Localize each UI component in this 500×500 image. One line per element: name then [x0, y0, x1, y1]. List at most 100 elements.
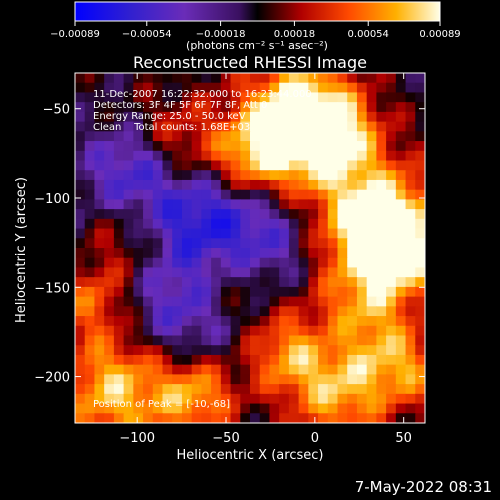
heatmap-cell: [230, 364, 241, 375]
heatmap-cell: [191, 277, 202, 288]
x-tick-label: −50: [212, 431, 239, 446]
heatmap-cell: [366, 199, 377, 210]
heatmap-cell: [94, 296, 105, 307]
heatmap-cell: [259, 150, 271, 162]
heatmap-cell: [395, 267, 407, 278]
heatmap-cell: [308, 335, 319, 346]
heatmap-cell: [386, 248, 397, 259]
heatmap-cell: [75, 267, 86, 278]
heatmap-cell: [395, 199, 407, 210]
heatmap-cell: [191, 92, 202, 103]
heatmap-cell: [347, 364, 358, 375]
heatmap-cell: [259, 102, 271, 113]
heatmap-cell: [337, 92, 348, 103]
heatmap-cell: [259, 306, 271, 317]
heatmap-cell: [133, 73, 144, 84]
heatmap-cell: [337, 102, 348, 113]
heatmap-cell: [211, 218, 222, 230]
heatmap-cell: [220, 403, 232, 414]
heatmap-cell: [220, 121, 232, 132]
heatmap-cell: [94, 257, 105, 269]
x-axis-label: Heliocentric X (arcsec): [177, 448, 324, 463]
heatmap-cell: [395, 384, 407, 395]
heatmap-cell: [211, 403, 222, 414]
heatmap-cell: [75, 209, 86, 220]
heatmap-cell: [162, 403, 173, 414]
heatmap-cell: [104, 160, 115, 171]
heatmap-cell: [269, 102, 280, 113]
heatmap-cell: [337, 306, 348, 317]
heatmap-cell: [269, 325, 280, 337]
heatmap-cell: [395, 209, 407, 220]
heatmap-cell: [172, 325, 183, 337]
heatmap-cell: [162, 160, 173, 171]
heatmap-cell: [152, 111, 164, 123]
heatmap-cell: [337, 73, 348, 84]
heatmap-cell: [113, 364, 125, 375]
heatmap-cell: [75, 364, 86, 375]
heatmap-cell: [230, 73, 241, 84]
heatmap-cell: [259, 354, 271, 366]
heatmap-cell: [298, 121, 309, 132]
heatmap-cell: [152, 316, 164, 327]
heatmap-cell: [327, 121, 339, 132]
heatmap-cell: [162, 228, 173, 239]
heatmap-cell: [308, 384, 319, 395]
heatmap-cell: [191, 141, 202, 152]
heatmap-cell: [288, 82, 300, 94]
heatmap-cell: [366, 160, 377, 171]
heatmap-cell: [395, 160, 407, 171]
heatmap-cell: [240, 179, 251, 191]
heatmap-cell: [240, 228, 251, 239]
y-tick-label: −200: [34, 371, 70, 386]
heatmap-cell: [356, 286, 368, 298]
heatmap-cell: [162, 238, 173, 249]
heatmap-cell: [152, 345, 164, 356]
heatmap-cell: [191, 296, 202, 307]
heatmap-cell: [269, 364, 280, 375]
heatmap-cell: [376, 199, 387, 210]
heatmap-cell: [104, 199, 115, 210]
heatmap-cell: [279, 335, 290, 346]
heatmap-cell: [75, 141, 86, 152]
heatmap-cell: [162, 257, 173, 269]
heatmap-cell: [220, 218, 232, 230]
heatmap-cell: [327, 393, 339, 405]
heatmap-cell: [201, 267, 212, 278]
heatmap-cell: [308, 228, 319, 239]
heatmap-cell: [201, 384, 212, 395]
heatmap-cell: [269, 141, 280, 152]
heatmap-cell: [172, 267, 183, 278]
heatmap-cell: [376, 277, 387, 288]
heatmap-cell: [191, 238, 202, 249]
heatmap-cell: [123, 306, 134, 317]
heatmap-cell: [395, 170, 407, 181]
heatmap-cell: [259, 384, 271, 395]
heatmap-cell: [172, 403, 183, 414]
heatmap-cell: [269, 170, 280, 181]
heatmap-cell: [230, 131, 241, 142]
heatmap-cell: [288, 92, 300, 103]
heatmap-cell: [201, 82, 212, 94]
heatmap-cell: [376, 403, 387, 414]
heatmap-cell: [259, 160, 271, 171]
heatmap-cell: [113, 374, 125, 385]
heatmap-cell: [220, 335, 232, 346]
colorbar-tick-label: −0.00018: [196, 29, 246, 40]
heatmap-cell: [327, 150, 339, 162]
heatmap-cell: [356, 160, 368, 171]
y-tick-label: −100: [34, 192, 70, 207]
heatmap-cell: [337, 248, 348, 259]
heatmap-cell: [395, 257, 407, 269]
heatmap-cell: [230, 228, 241, 239]
heatmap-cell: [386, 364, 397, 375]
heatmap-cell: [288, 209, 300, 220]
heatmap-cell: [104, 73, 115, 84]
y-tick-label: −150: [34, 281, 70, 296]
heatmap-cell: [191, 286, 202, 298]
heatmap-cell: [376, 209, 387, 220]
heatmap-cell: [405, 325, 416, 337]
heatmap-cell: [201, 306, 212, 317]
heatmap-cell: [113, 209, 125, 220]
heatmap-cell: [152, 257, 164, 269]
